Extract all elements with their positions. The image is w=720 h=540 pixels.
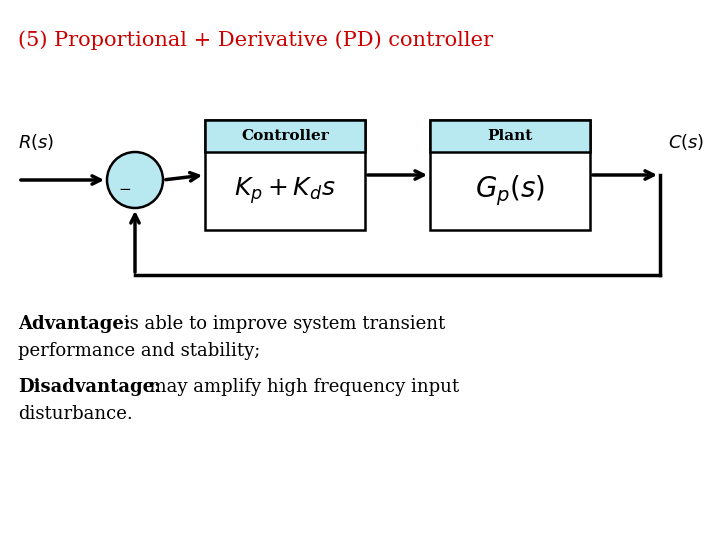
- Text: $C(s)$: $C(s)$: [668, 132, 704, 152]
- Text: performance and stability;: performance and stability;: [18, 342, 261, 360]
- Text: disturbance.: disturbance.: [18, 405, 132, 423]
- Text: Disadvantage:: Disadvantage:: [18, 378, 161, 396]
- Bar: [205, 120, 365, 230]
- Text: $R(s)$: $R(s)$: [18, 132, 55, 152]
- Text: −: −: [119, 183, 131, 197]
- Bar: [430, 120, 590, 152]
- Text: Controller: Controller: [241, 129, 329, 143]
- Text: (5) Proportional + Derivative (PD) controller: (5) Proportional + Derivative (PD) contr…: [18, 30, 493, 50]
- Text: $K_p + K_d s$: $K_p + K_d s$: [234, 176, 336, 206]
- Circle shape: [107, 152, 163, 208]
- Text: is able to improve system transient: is able to improve system transient: [118, 315, 445, 333]
- Text: Plant: Plant: [487, 129, 533, 143]
- Text: Advantage:: Advantage:: [18, 315, 130, 333]
- Bar: [430, 120, 590, 230]
- Text: $G_p(s)$: $G_p(s)$: [475, 174, 545, 208]
- Bar: [205, 120, 365, 152]
- Text: may amplify high frequency input: may amplify high frequency input: [138, 378, 459, 396]
